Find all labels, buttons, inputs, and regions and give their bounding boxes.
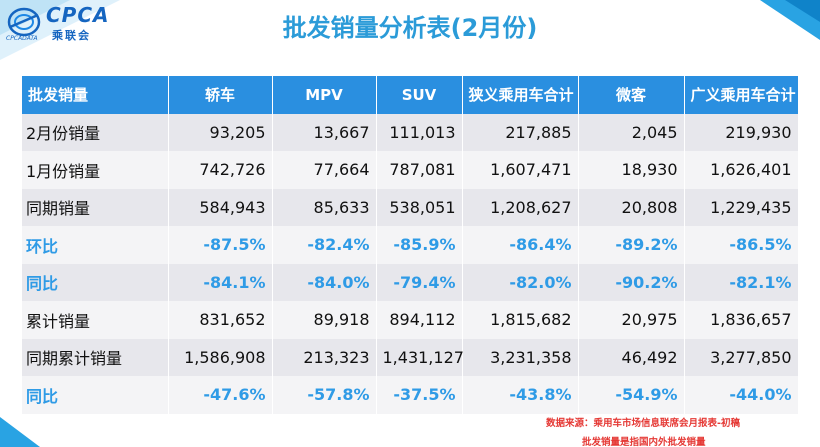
table-cell: 1,431,127 (376, 338, 464, 376)
table-cell: -86.5% (684, 226, 799, 264)
table-cell: 18,930 (578, 151, 685, 189)
table-cell: -86.4% (462, 226, 579, 264)
row-label: 同比 (22, 376, 169, 414)
table-cell: 538,051 (376, 188, 463, 226)
table-cell: 831,652 (168, 301, 273, 339)
table-cell: -54.9% (578, 376, 685, 414)
table-cell: 1,208,627 (462, 188, 579, 226)
table-cell: 1,626,401 (684, 151, 799, 189)
wholesale-sales-table: 批发销量 轿车 MPV SUV 狭义乘用车合计 微客 广义乘用车合计 2月份销量… (22, 76, 799, 414)
table-cell: 1,229,435 (684, 188, 799, 226)
table-row-percent: 同比 -84.1% -84.0% -79.4% -82.0% -90.2% -8… (22, 263, 799, 301)
row-label: 同期累计销量 (22, 338, 169, 376)
table-cell: 1,607,471 (462, 151, 579, 189)
table-cell: -85.9% (376, 226, 463, 264)
cpca-logo-icon (7, 7, 41, 37)
table-cell: 85,633 (272, 188, 377, 226)
table-cell: 213,323 (272, 338, 377, 376)
cpca-logo: CPCA 乘联会 CPCADATA (6, 3, 121, 43)
table-row: 累计销量 831,652 89,918 894,112 1,815,682 20… (22, 301, 799, 339)
table-cell: 217,885 (462, 113, 579, 151)
table-cell: 219,930 (684, 113, 799, 151)
table-cell: 742,726 (168, 151, 273, 189)
source-note: 数据来源：乘用车市场信息联席会月报表-初稿 (546, 418, 740, 429)
table-cell: 894,112 (376, 301, 463, 339)
table-cell: 2,045 (578, 113, 685, 151)
table-cell: -82.1% (684, 263, 799, 301)
row-label: 环比 (22, 226, 169, 264)
table-cell: 13,667 (272, 113, 377, 151)
table-cell: 77,664 (272, 151, 377, 189)
table-cell: -43.8% (462, 376, 579, 414)
corner-decoration-top-right (760, 0, 820, 40)
table-cell: 93,205 (168, 113, 273, 151)
table-row: 1月份销量 742,726 77,664 787,081 1,607,471 1… (22, 151, 799, 189)
logo-chinese-name: 乘联会 (52, 29, 91, 42)
table-cell: 46,492 (578, 338, 685, 376)
row-label: 累计销量 (22, 301, 169, 339)
table-cell: -79.4% (376, 263, 463, 301)
table-cell: 584,943 (168, 188, 273, 226)
table-cell: 3,231,358 (462, 338, 579, 376)
table-row: 同期销量 584,943 85,633 538,051 1,208,627 20… (22, 188, 799, 226)
row-label: 1月份销量 (22, 151, 169, 189)
table-cell: -44.0% (684, 376, 799, 414)
header-cell: SUV (376, 76, 463, 114)
table-cell: 1,586,908 (168, 338, 273, 376)
table-row-percent: 环比 -87.5% -82.4% -85.9% -86.4% -89.2% -8… (22, 226, 799, 264)
header-cell: MPV (272, 76, 377, 114)
table-cell: -82.0% (462, 263, 579, 301)
table-cell: -82.4% (272, 226, 377, 264)
table-cell: 3,277,850 (684, 338, 799, 376)
table-cell: -87.5% (168, 226, 273, 264)
header-cell: 轿车 (168, 76, 273, 114)
row-label: 同期销量 (22, 188, 169, 226)
table-cell: -89.2% (578, 226, 685, 264)
table-row: 2月份销量 93,205 13,667 111,013 217,885 2,04… (22, 113, 799, 151)
table-cell: 1,836,657 (684, 301, 799, 339)
table-row: 同期累计销量 1,586,908 213,323 1,431,127 3,231… (22, 338, 799, 376)
header-cell: 狭义乘用车合计 (462, 76, 579, 114)
definition-note: 批发销量是指国内外批发销量 (582, 437, 706, 447)
table-cell: -57.8% (272, 376, 377, 414)
table-cell: -84.1% (168, 263, 273, 301)
corner-decoration-bottom-left (0, 417, 40, 447)
table-header-row: 批发销量 轿车 MPV SUV 狭义乘用车合计 微客 广义乘用车合计 (22, 76, 799, 114)
table-cell: 1,815,682 (462, 301, 579, 339)
header-cell: 微客 (578, 76, 685, 114)
table-cell: 20,808 (578, 188, 685, 226)
table-row-percent: 同比 -47.6% -57.8% -37.5% -43.8% -54.9% -4… (22, 376, 799, 414)
table-cell: 20,975 (578, 301, 685, 339)
table-cell: -37.5% (376, 376, 463, 414)
row-label: 同比 (22, 263, 169, 301)
table-cell: -47.6% (168, 376, 273, 414)
table-cell: 111,013 (376, 113, 463, 151)
header-cell: 批发销量 (22, 76, 169, 114)
table-cell: -90.2% (578, 263, 685, 301)
row-label: 2月份销量 (22, 113, 169, 151)
logo-subtext: CPCADATA (6, 35, 38, 42)
page-title: 批发销量分析表(2月份) (282, 14, 538, 42)
table-cell: -84.0% (272, 263, 377, 301)
table-cell: 89,918 (272, 301, 377, 339)
header-cell: 广义乘用车合计 (684, 76, 799, 114)
table-cell: 787,081 (376, 151, 463, 189)
logo-text: CPCA (46, 3, 110, 27)
